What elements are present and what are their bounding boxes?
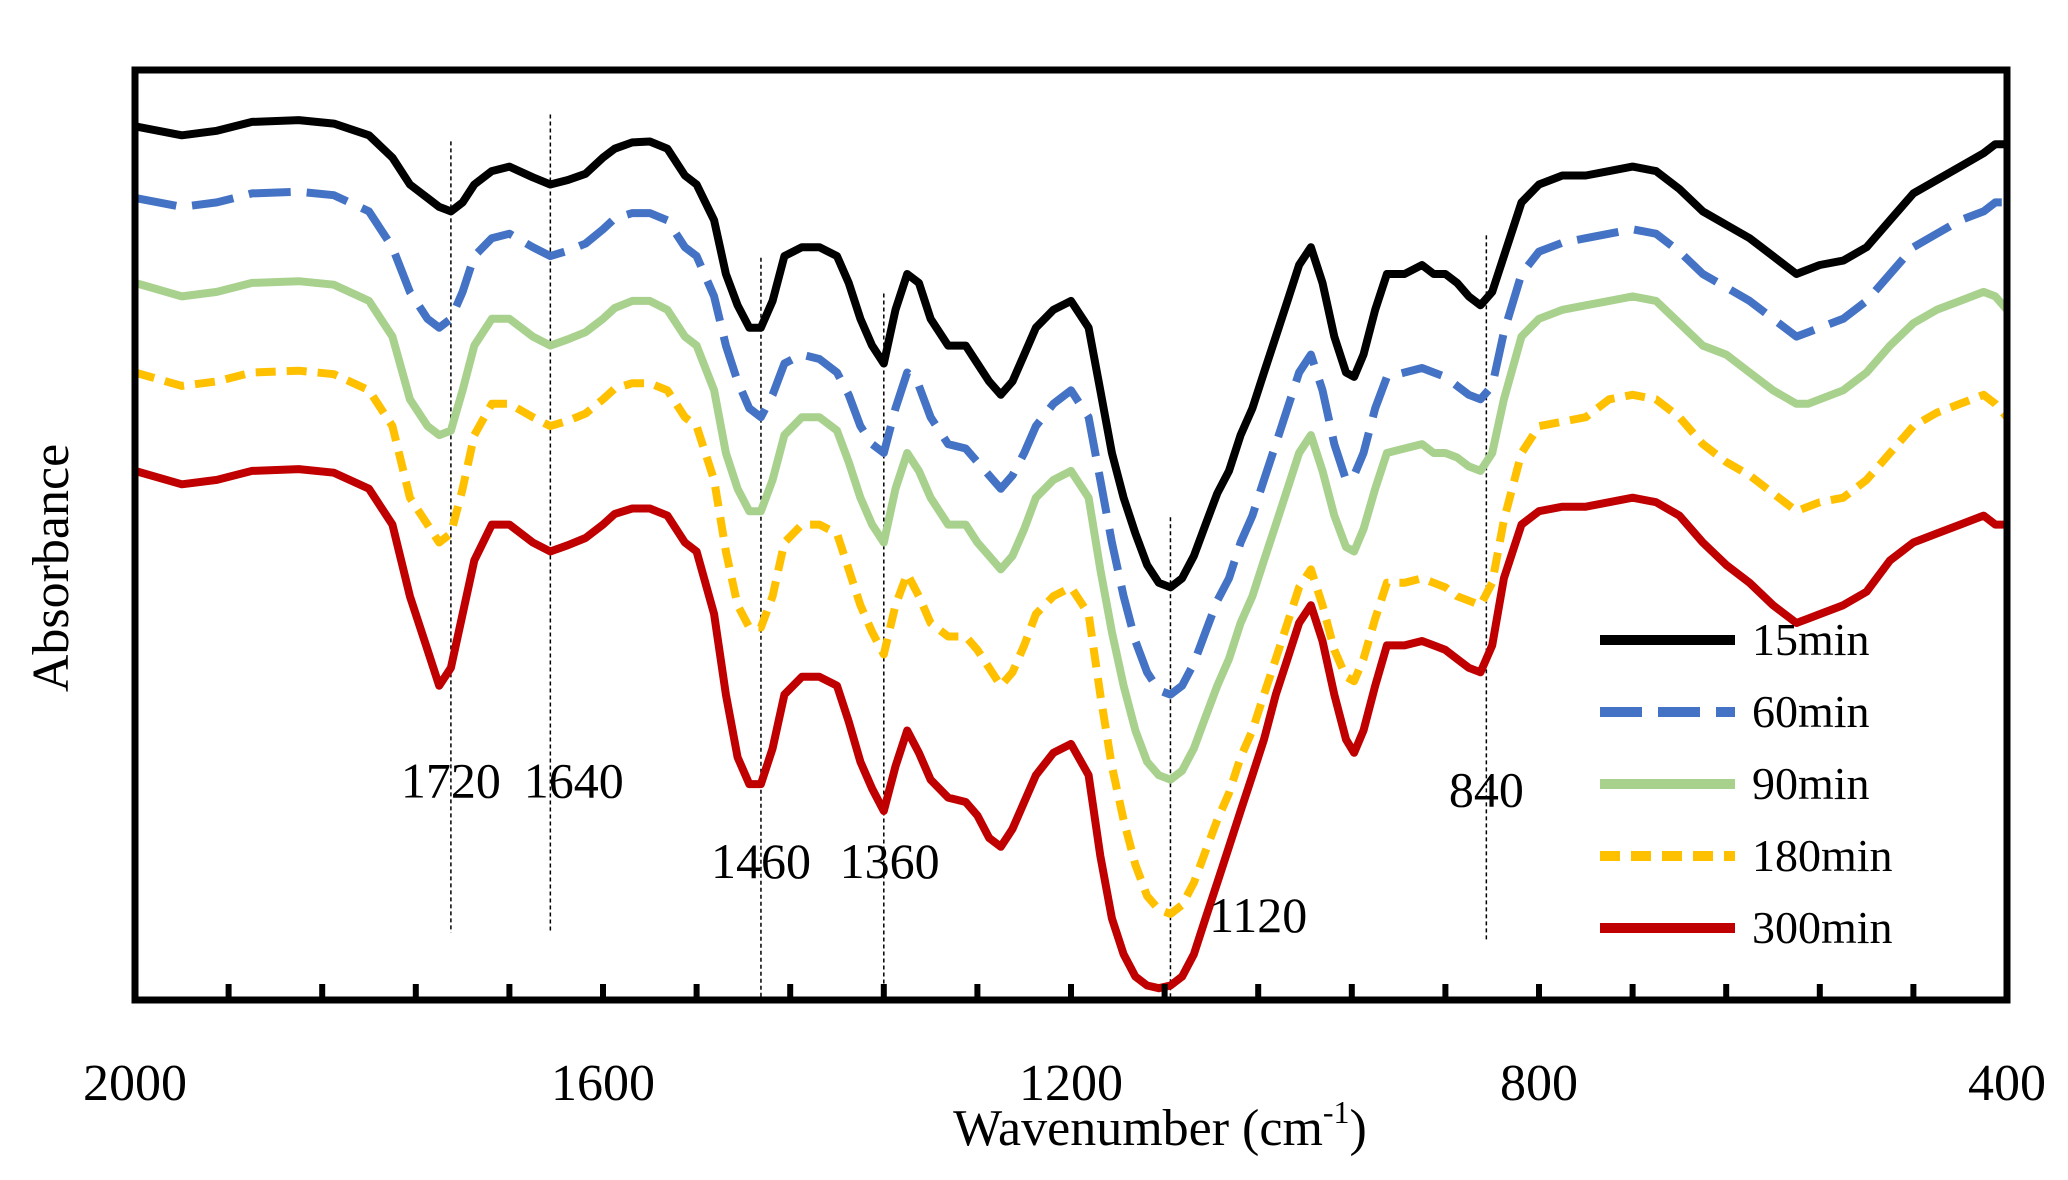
series-line-300min [133,465,2007,993]
series-lines [133,116,2011,993]
series-line-15min [134,116,2007,592]
x-tick-label: 2000 [83,1055,187,1112]
peak-label-1120: 1120 [1209,887,1307,943]
peak-label-840: 840 [1449,762,1524,818]
peak-label-1640: 1640 [524,753,624,809]
y-axis-title: Absorbance [23,444,80,692]
x-axis-title: Wavenumber (cm-1) [953,1094,1367,1157]
legend-label-180min: 180min [1752,830,1893,881]
legend: 15min 60min 90min 180min 300min [1600,614,1893,953]
peak-label-1460: 1460 [711,833,811,889]
legend-label-300min: 300min [1752,902,1893,953]
peak-label-1720: 1720 [401,753,501,809]
legend-label-60min: 60min [1752,686,1870,737]
peak-labels: 1720 1640 1460 1360 1120 840 [401,753,1524,943]
series-line-90min [133,277,2011,784]
series-line-180min [133,366,2011,918]
x-axis-ticks [225,984,1917,1000]
series-line-60min [134,187,2007,699]
peak-label-1360: 1360 [840,833,940,889]
x-tick-label: 800 [1500,1055,1578,1112]
legend-label-15min: 15min [1752,614,1870,665]
x-axis-tick-labels: 2000 1600 1200 800 400 [83,1055,2046,1112]
x-tick-label: 1200 [1019,1055,1123,1112]
x-tick-label: 400 [1968,1055,2046,1112]
legend-label-90min: 90min [1752,758,1870,809]
x-tick-label: 1600 [551,1055,655,1112]
